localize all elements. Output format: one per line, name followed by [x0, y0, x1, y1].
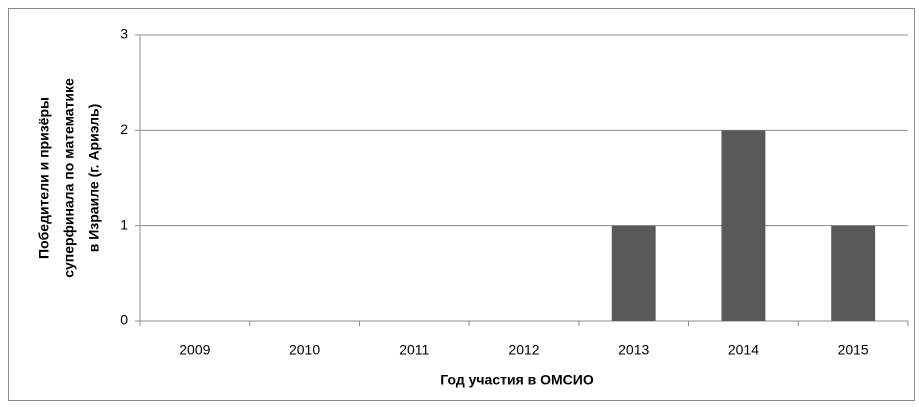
y-axis-label-line: суперфинала по математике	[61, 78, 77, 278]
y-tick-label: 0	[120, 312, 128, 328]
y-tick-label: 3	[120, 26, 128, 42]
x-axis-label: Год участия в ОМСИО	[440, 372, 594, 388]
x-tick-label: 2014	[728, 342, 759, 358]
x-tick-label: 2009	[179, 342, 210, 358]
x-tick-label: 2012	[508, 342, 539, 358]
chart-frame	[8, 8, 915, 401]
bar	[611, 225, 656, 321]
y-tick-label: 2	[120, 121, 128, 137]
y-axis-label: Победители и призёры суперфинала по мате…	[36, 78, 102, 278]
bar	[831, 225, 876, 321]
bar	[721, 130, 766, 321]
x-tick-label: 2011	[399, 342, 429, 358]
x-tick-label: 2015	[838, 342, 869, 358]
y-axis-label-line: Победители и призёры	[36, 97, 52, 259]
y-tick-label: 1	[120, 216, 128, 232]
x-tick-label: 2010	[289, 342, 320, 358]
y-axis-label-line: в Израиле (г. Ариэль)	[86, 104, 102, 253]
x-tick-label: 2013	[618, 342, 649, 358]
